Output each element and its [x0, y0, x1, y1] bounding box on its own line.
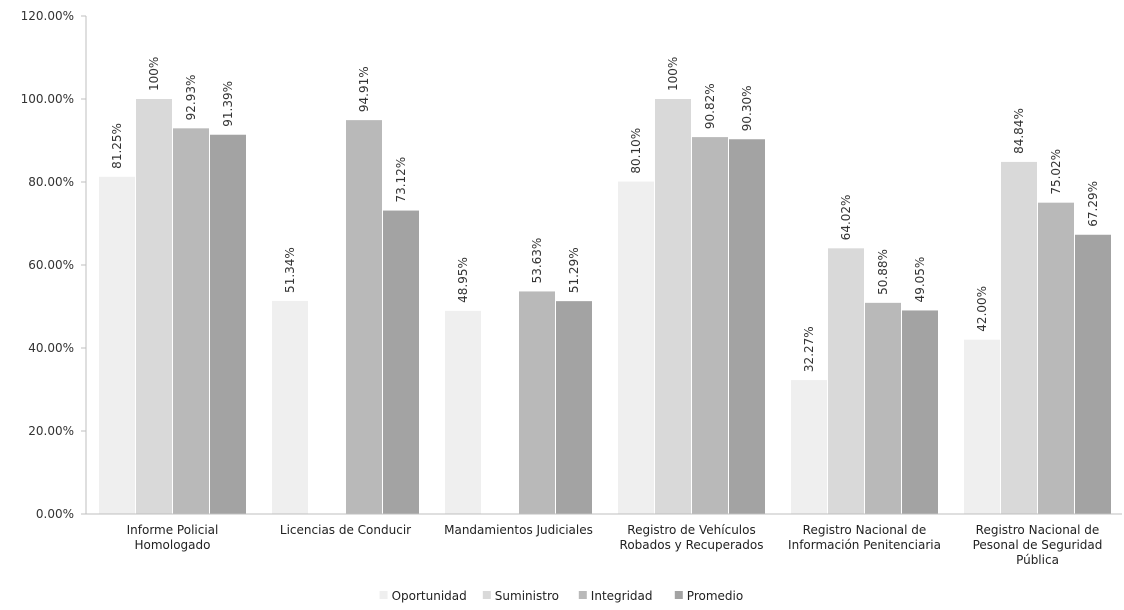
data-label: 80.10% [629, 128, 643, 174]
data-label: 53.63% [530, 238, 544, 284]
data-label: 90.82% [703, 83, 717, 129]
bar-suministro [655, 99, 691, 514]
bar-oportunidad [445, 310, 481, 514]
category-label: Pesonal de Seguridad [973, 538, 1103, 552]
y-axis: 0.00% 20.00% 40.00% 60.00% 80.00% 100.00% 120.… [21, 9, 87, 521]
bar-suministro [1001, 161, 1037, 514]
category-label: Informe Policial [127, 523, 219, 537]
bar-integridad [519, 291, 555, 514]
data-label: 67.29% [1086, 181, 1100, 227]
category-label: Mandamientos Judiciales [444, 523, 593, 537]
bar-integridad [865, 302, 901, 514]
bar-oportunidad [791, 380, 827, 514]
legend-swatch-oportunidad [379, 591, 388, 599]
data-label: 100% [147, 57, 161, 91]
y-tick-label: 120.00% [21, 9, 74, 23]
bar-oportunidad [272, 300, 308, 514]
bar-integridad [1038, 202, 1074, 515]
data-label: 42.00% [975, 286, 989, 332]
data-label: 100% [666, 57, 680, 91]
bar-promedio [383, 210, 419, 514]
legend-label-promedio: Promedio [687, 589, 743, 603]
bar-promedio [1075, 234, 1111, 514]
category-label: Información Penitenciaria [788, 538, 941, 552]
bars [99, 99, 1111, 515]
legend-swatch-suministro [482, 591, 491, 599]
y-tick-label: 100.00% [21, 92, 74, 106]
category-label: Robados y Recuperados [620, 538, 764, 552]
legend-label-integridad: Integridad [591, 589, 653, 603]
data-label: 90.30% [740, 85, 754, 131]
data-label: 49.05% [913, 257, 927, 303]
bar-oportunidad [99, 176, 135, 514]
data-label: 81.25% [110, 123, 124, 169]
category-label: Pública [1016, 553, 1059, 567]
y-tick-label: 0.00% [36, 507, 74, 521]
bar-suministro [828, 248, 864, 514]
data-label: 84.84% [1012, 108, 1026, 154]
y-tick-label: 40.00% [28, 341, 74, 355]
category-label: Homologado [134, 538, 210, 552]
data-label: 48.95% [456, 257, 470, 303]
legend-swatch-promedio [674, 591, 683, 599]
y-tick-label: 20.00% [28, 424, 74, 438]
bar-oportunidad [964, 339, 1000, 514]
data-labels: 81.25% 100% 92.93% 91.39% 51.34% 94.91% 73.12%… [110, 57, 1100, 372]
data-label: 64.02% [839, 195, 853, 241]
data-label: 75.02% [1049, 149, 1063, 195]
bar-promedio [902, 310, 938, 514]
legend: Oportunidad Suministro Integridad Promedio [379, 589, 743, 603]
bar-oportunidad [618, 181, 654, 514]
bar-promedio [729, 139, 765, 514]
y-tick-label: 80.00% [28, 175, 74, 189]
data-label: 51.29% [567, 247, 581, 293]
data-label: 50.88% [876, 249, 890, 295]
data-label: 73.12% [394, 157, 408, 203]
legend-label-suministro: Suministro [495, 589, 559, 603]
data-label: 92.93% [184, 75, 198, 121]
bar-suministro [136, 99, 172, 514]
bar-integridad [692, 137, 728, 515]
legend-label-oportunidad: Oportunidad [392, 589, 467, 603]
bar-promedio [210, 134, 246, 514]
data-label: 91.39% [221, 81, 235, 127]
category-label: Registro de Vehículos [627, 523, 755, 537]
category-label: Registro Nacional de [803, 523, 927, 537]
bar-integridad [173, 128, 209, 514]
data-label: 94.91% [357, 66, 371, 112]
data-label: 32.27% [802, 326, 816, 372]
legend-swatch-integridad [578, 591, 587, 599]
bar-promedio [556, 301, 592, 514]
category-label: Registro Nacional de [976, 523, 1100, 537]
bar-integridad [346, 120, 382, 514]
category-label: Licencias de Conducir [280, 523, 411, 537]
data-label: 51.34% [283, 247, 297, 293]
y-tick-label: 60.00% [28, 258, 74, 272]
